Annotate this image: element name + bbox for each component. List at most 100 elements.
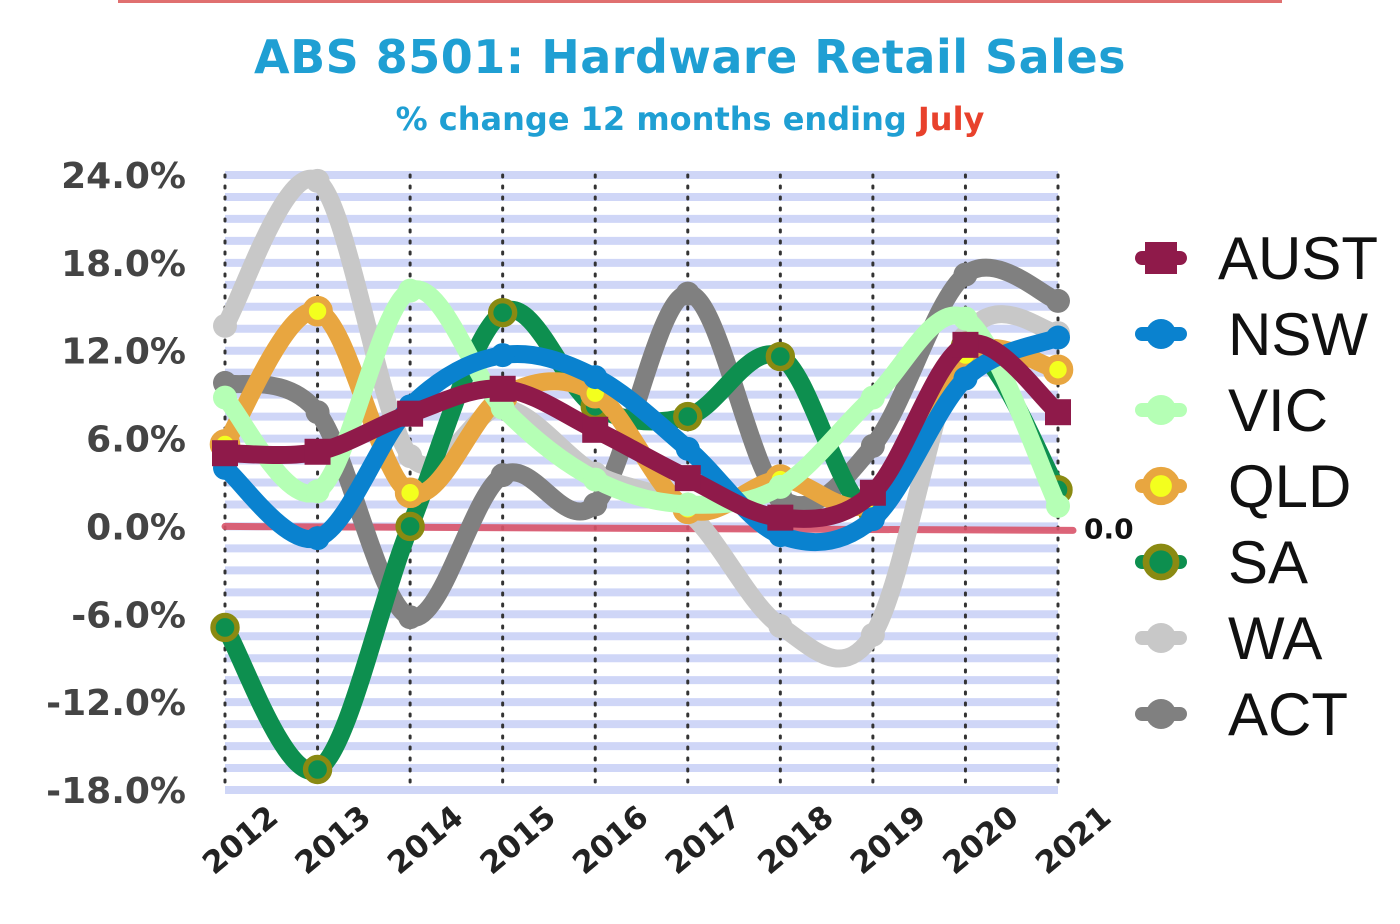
point-wa-2018	[768, 614, 793, 638]
y-tick-label: 0.0%	[86, 507, 186, 548]
series-layer	[209, 168, 1074, 785]
point-vic-2013	[305, 479, 330, 504]
point-vic-2014	[398, 278, 423, 303]
point-nsw-2015	[490, 343, 515, 368]
point-act-2014	[398, 605, 423, 630]
point-aust-2019	[859, 479, 886, 506]
point-act-2017	[675, 281, 700, 306]
x-tick-label-2016: 2016	[566, 799, 655, 882]
legend-marker-vic	[1146, 395, 1176, 425]
legend-marker-aust	[1145, 242, 1177, 274]
point-act-2013	[305, 400, 330, 425]
point-wa-2012	[213, 313, 237, 338]
x-tick-label-2020: 2020	[936, 799, 1025, 882]
point-wa-2013	[305, 168, 330, 193]
point-qld-2013	[302, 295, 333, 327]
point-sa-2012	[210, 612, 240, 643]
point-act-2020	[953, 262, 978, 287]
legend-marker-sa	[1142, 543, 1180, 581]
chart-subtitle: % change 12 months ending July	[0, 100, 1380, 138]
y-tick-label: 24.0%	[61, 156, 186, 197]
series-line-aust	[216, 334, 1067, 528]
y-tick-label: -6.0%	[71, 595, 186, 636]
point-aust-2014	[397, 400, 424, 427]
legend-item-wa: WA	[1135, 605, 1322, 672]
point-sa-2015	[487, 297, 518, 328]
point-qld-2021	[1042, 354, 1074, 386]
legend-label-qld: QLD	[1228, 453, 1351, 520]
point-wa-2014	[398, 444, 423, 469]
series-aust	[212, 331, 1071, 531]
subtitle-prefix: % change 12 months ending	[395, 100, 907, 138]
point-nsw-2016	[583, 365, 608, 390]
point-vic-2018	[768, 474, 793, 499]
zero-line	[221, 522, 1077, 534]
point-act-2016	[583, 492, 608, 517]
y-tick-label: 18.0%	[61, 244, 186, 285]
point-act-2019	[860, 433, 885, 458]
point-vic-2016	[583, 467, 608, 492]
point-aust-2015	[489, 375, 516, 402]
legend-item-qld: QLD	[1135, 453, 1351, 520]
point-act-2021	[1046, 288, 1070, 313]
point-nsw-2019	[860, 507, 885, 532]
point-sa-2014	[395, 511, 425, 542]
point-vic-2020	[953, 306, 978, 331]
point-nsw-2017	[675, 436, 700, 461]
legend-label-sa: SA	[1228, 529, 1308, 596]
x-tick-label-2014: 2014	[381, 799, 470, 882]
y-tick-label: 6.0%	[86, 420, 186, 461]
point-aust-2017	[674, 465, 701, 492]
point-wa-2019	[860, 622, 885, 647]
x-tick-label-2019: 2019	[844, 799, 933, 882]
point-vic-2019	[860, 385, 885, 410]
point-vic-2021	[1046, 493, 1070, 518]
point-sa-2013	[302, 754, 333, 785]
legend-label-act: ACT	[1228, 681, 1348, 748]
y-tick-label: -18.0%	[46, 771, 186, 812]
x-tick-label-2013: 2013	[289, 799, 378, 882]
legend-label-nsw: NSW	[1228, 301, 1368, 368]
x-tick-label-2021: 2021	[1029, 799, 1118, 882]
top-rule	[118, 0, 1282, 3]
series-line-vic	[216, 280, 1067, 515]
x-tick-label-2017: 2017	[659, 799, 748, 882]
point-vic-2015	[490, 395, 515, 420]
series-line-nsw	[216, 328, 1067, 552]
point-aust-2018	[767, 504, 794, 531]
point-nsw-2021	[1046, 325, 1070, 350]
legend-item-act: ACT	[1135, 681, 1348, 748]
point-aust-2016	[582, 416, 609, 443]
x-axis: 2012 2013 2014 2015 2016 2017 2018 2019 2020 2021	[196, 799, 1118, 882]
point-sa-2017	[673, 401, 703, 432]
point-nsw-2013	[305, 526, 330, 551]
legend-marker-wa	[1146, 623, 1176, 653]
point-vic-2017	[675, 492, 700, 517]
x-tick-label-2015: 2015	[474, 799, 563, 882]
legend-item-nsw: NSW	[1135, 301, 1368, 368]
legend-item-aust: AUST	[1135, 225, 1378, 292]
legend-label-wa: WA	[1228, 605, 1322, 672]
point-aust-2013	[304, 438, 331, 465]
y-tick-label: -12.0%	[46, 683, 186, 724]
legend-marker-act	[1146, 699, 1176, 729]
point-qld-2014	[394, 477, 426, 509]
legend: AUST NSW VIC QLD SA WA ACT	[1135, 225, 1378, 748]
y-tick-label: 12.0%	[61, 332, 186, 373]
series-vic	[213, 278, 1070, 518]
chart-title: ABS 8501: Hardware Retail Sales	[253, 30, 1127, 84]
point-aust-2012	[212, 440, 238, 467]
point-aust-2021	[1045, 399, 1071, 426]
subtitle-highlight: July	[917, 100, 985, 138]
point-act-2015	[490, 463, 515, 488]
legend-marker-qld	[1141, 466, 1181, 506]
x-tick-label-2012: 2012	[196, 799, 285, 882]
point-nsw-2020	[953, 366, 978, 391]
x-tick-label-2018: 2018	[751, 799, 840, 882]
zero-line-label: 0.0	[1084, 512, 1134, 545]
point-vic-2012	[213, 385, 237, 410]
point-sa-2018	[765, 341, 796, 372]
legend-label-vic: VIC	[1228, 377, 1328, 444]
legend-item-sa: SA	[1135, 529, 1308, 596]
